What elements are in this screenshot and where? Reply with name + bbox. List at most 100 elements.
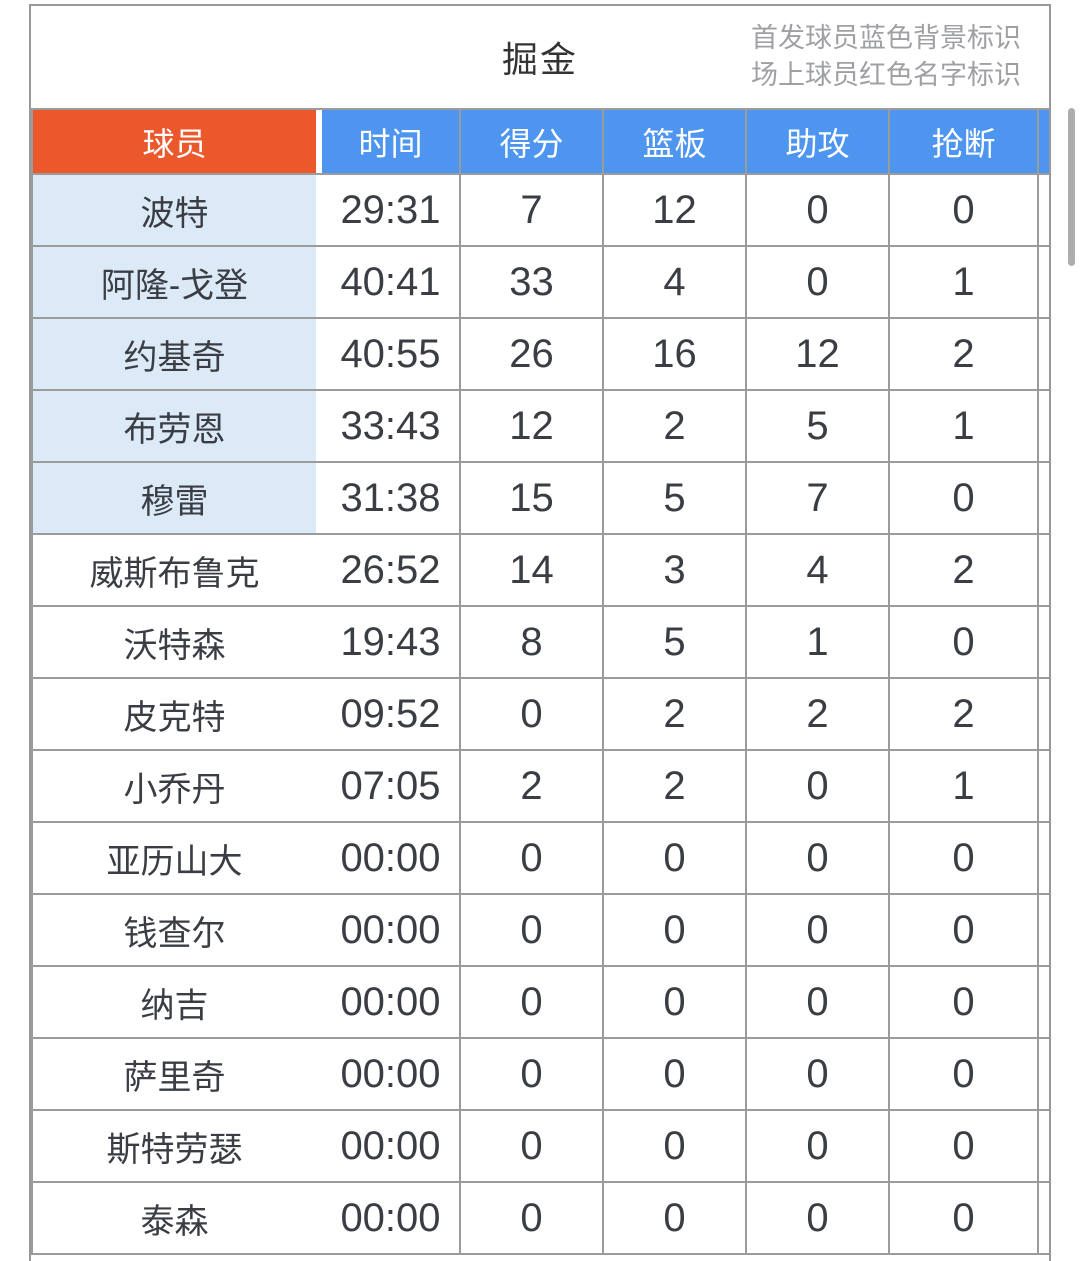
steals-cell: 2	[890, 679, 1039, 751]
rebounds-cell: 16	[604, 319, 747, 391]
player-name-cell: 斯特劳瑟	[31, 1111, 316, 1183]
clipped-next-column-cell	[1039, 895, 1049, 967]
time-cell: 29:31	[322, 175, 461, 247]
player-row: 约基奇 40:55 26 16 12 2	[31, 319, 1049, 391]
player-name-cell: 泰森	[31, 1183, 316, 1255]
time-cell: 00:00	[322, 895, 461, 967]
column-header-player: 球员	[31, 108, 316, 175]
steals-cell: 0	[890, 895, 1039, 967]
time-cell: 00:00	[322, 1183, 461, 1255]
player-row: 亚历山大 00:00 0 0 0 0	[31, 823, 1049, 895]
steals-cell: 0	[890, 463, 1039, 535]
player-row: 萨里奇 00:00 0 0 0 0	[31, 1039, 1049, 1111]
player-name-cell: 钱查尔	[31, 895, 316, 967]
player-row: 皮克特 09:52 0 2 2 2	[31, 679, 1049, 751]
steals-cell: 2	[890, 535, 1039, 607]
rebounds-cell: 4	[604, 247, 747, 319]
points-cell: 0	[461, 823, 604, 895]
clipped-next-column-cell	[1039, 175, 1049, 247]
rebounds-cell: 2	[604, 391, 747, 463]
team-stats-panel: 掘金 首发球员蓝色背景标识 场上球员红色名字标识 球员 时间 得分 篮板 助攻 …	[29, 4, 1051, 1261]
assists-cell: 2	[747, 679, 890, 751]
player-row: 泰森 00:00 0 0 0 0	[31, 1183, 1049, 1255]
steals-cell: 0	[890, 967, 1039, 1039]
points-cell: 7	[461, 175, 604, 247]
player-row: 波特 29:31 7 12 0 0	[31, 175, 1049, 247]
player-row: 穆雷 31:38 15 5 7 0	[31, 463, 1049, 535]
clipped-next-column-cell	[1039, 751, 1049, 823]
clipped-next-column-cell	[1039, 823, 1049, 895]
steals-cell: 1	[890, 751, 1039, 823]
team-title: 掘金	[501, 39, 578, 80]
rebounds-cell: 0	[604, 823, 747, 895]
points-cell: 0	[461, 1111, 604, 1183]
assists-cell: 1	[747, 607, 890, 679]
steals-cell: 0	[890, 823, 1039, 895]
clipped-next-column-cell	[1039, 391, 1049, 463]
player-row: 钱查尔 00:00 0 0 0 0	[31, 895, 1049, 967]
assists-cell: 12	[747, 319, 890, 391]
stats-table-header-row: 球员 时间 得分 篮板 助攻 抢断	[31, 108, 1049, 175]
clipped-next-column-header	[1039, 108, 1049, 175]
column-header-time: 时间	[322, 108, 461, 175]
points-cell: 0	[461, 967, 604, 1039]
points-cell: 0	[461, 1039, 604, 1111]
rebounds-cell: 0	[604, 1111, 747, 1183]
rebounds-cell: 0	[604, 1039, 747, 1111]
rebounds-cell: 0	[604, 967, 747, 1039]
frozen-column-gap	[316, 319, 322, 391]
points-cell: 0	[461, 895, 604, 967]
column-header-rebounds: 篮板	[604, 108, 747, 175]
time-cell: 00:00	[322, 823, 461, 895]
assists-cell: 7	[747, 463, 890, 535]
player-row: 沃特森 19:43 8 5 1 0	[31, 607, 1049, 679]
clipped-next-column-cell	[1039, 679, 1049, 751]
legend-line-starters: 首发球员蓝色背景标识	[751, 23, 1021, 53]
player-name-cell: 阿隆-戈登	[31, 247, 316, 319]
legend-line-oncourt: 场上球员红色名字标识	[751, 60, 1021, 90]
rebounds-cell: 5	[604, 463, 747, 535]
rebounds-cell: 0	[604, 1183, 747, 1255]
player-row: 纳吉 00:00 0 0 0 0	[31, 967, 1049, 1039]
time-cell: 31:38	[322, 463, 461, 535]
player-name-cell: 波特	[31, 175, 316, 247]
assists-cell: 0	[747, 175, 890, 247]
frozen-column-gap	[316, 1111, 322, 1183]
time-cell: 40:55	[322, 319, 461, 391]
assists-cell: 0	[747, 895, 890, 967]
stats-table-scroll-area[interactable]: 球员 时间 得分 篮板 助攻 抢断 波特 29:31 7 12 0 0 阿隆-戈登 40:41…	[31, 108, 1049, 1255]
assists-cell: 0	[747, 1039, 890, 1111]
player-row: 布劳恩 33:43 12 2 5 1	[31, 391, 1049, 463]
assists-cell: 5	[747, 391, 890, 463]
column-header-assists: 助攻	[747, 108, 890, 175]
points-cell: 14	[461, 535, 604, 607]
player-name-cell: 布劳恩	[31, 391, 316, 463]
player-name-cell: 萨里奇	[31, 1039, 316, 1111]
assists-cell: 0	[747, 967, 890, 1039]
vertical-scrollbar-thumb[interactable]	[1068, 108, 1075, 266]
assists-cell: 0	[747, 751, 890, 823]
frozen-column-gap	[316, 1183, 322, 1255]
frozen-column-gap	[316, 607, 322, 679]
time-cell: 00:00	[322, 967, 461, 1039]
column-header-points: 得分	[461, 108, 604, 175]
player-name-cell: 纳吉	[31, 967, 316, 1039]
frozen-column-gap	[316, 175, 322, 247]
time-cell: 09:52	[322, 679, 461, 751]
points-cell: 33	[461, 247, 604, 319]
frozen-column-gap	[316, 751, 322, 823]
clipped-next-column-cell	[1039, 463, 1049, 535]
clipped-next-column-cell	[1039, 535, 1049, 607]
player-row: 阿隆-戈登 40:41 33 4 0 1	[31, 247, 1049, 319]
rebounds-cell: 0	[604, 895, 747, 967]
time-cell: 00:00	[322, 1039, 461, 1111]
points-cell: 0	[461, 1183, 604, 1255]
rebounds-cell: 3	[604, 535, 747, 607]
rebounds-cell: 2	[604, 679, 747, 751]
assists-cell: 0	[747, 823, 890, 895]
points-cell: 26	[461, 319, 604, 391]
clipped-next-column-cell	[1039, 1111, 1049, 1183]
player-name-cell: 小乔丹	[31, 751, 316, 823]
frozen-column-gap	[316, 967, 322, 1039]
player-name-cell: 威斯布鲁克	[31, 535, 316, 607]
